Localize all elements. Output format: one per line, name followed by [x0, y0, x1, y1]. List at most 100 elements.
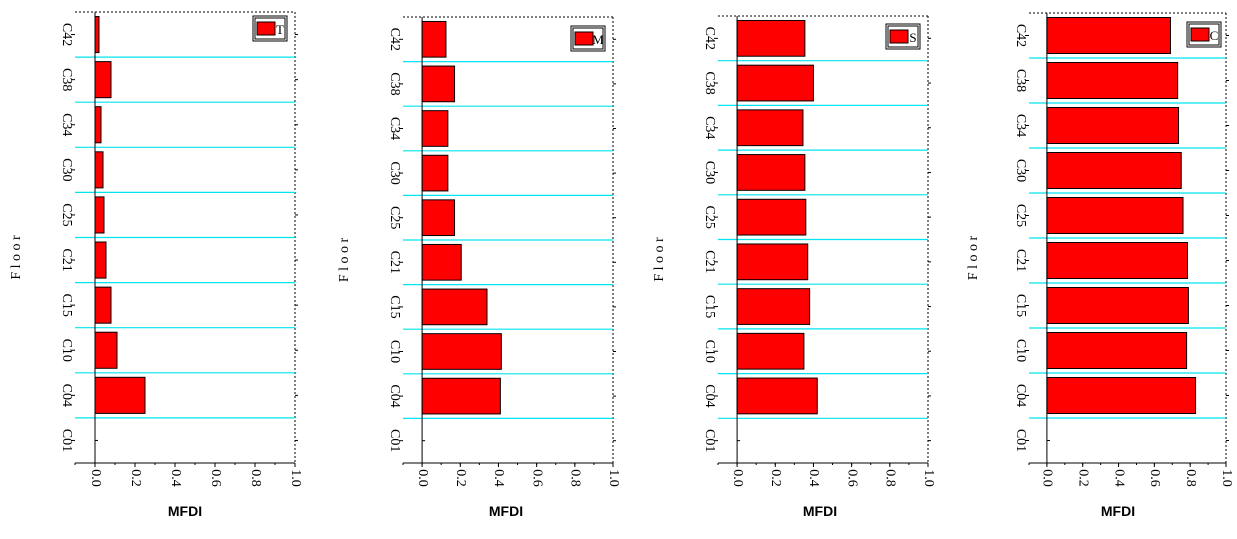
x-tick-label: 0.6 — [529, 469, 544, 487]
legend: S — [885, 23, 921, 50]
bar-C38 — [421, 65, 456, 103]
y-tick-label-C10: C10 — [59, 339, 74, 362]
legend-label: S — [909, 30, 916, 45]
x-axis-title: MFDI — [803, 503, 837, 519]
bar-C10 — [1046, 332, 1188, 369]
y-tick-label-C15: C15 — [387, 295, 402, 318]
y-tick-label-C04: C04 — [702, 384, 717, 407]
y-axis-title: F l o o r — [652, 237, 667, 282]
y-tick-label-C10: C10 — [1013, 339, 1028, 362]
x-tick-label: 1.0 — [1219, 469, 1234, 487]
y-tick-label-C30: C30 — [702, 161, 717, 184]
chart-panel-1: C01 C04 C10 C15 C21 C25 C30 C34 C38 C42 0.0 0.2 0.4 0… — [9, 11, 303, 519]
x-axis-title: MFDI — [1101, 503, 1135, 519]
bar-C34 — [1046, 107, 1180, 144]
bar-C42 — [736, 19, 806, 57]
bar-C30 — [94, 151, 104, 189]
bar-C04 — [421, 377, 501, 415]
x-tick-label: 0.6 — [208, 469, 223, 487]
bar-C21 — [94, 241, 107, 279]
legend-box-inner — [254, 17, 286, 40]
bar-C10 — [421, 333, 502, 370]
x-tick-label: 0.0 — [415, 469, 430, 487]
legend-label: C — [1210, 28, 1219, 43]
y-tick-label-C15: C15 — [59, 293, 74, 316]
y-tick-label-C25: C25 — [59, 203, 74, 226]
y-tick-label-C38: C38 — [59, 68, 74, 91]
y-tick-label-C34: C34 — [702, 116, 717, 139]
bar-C25 — [421, 199, 456, 237]
x-tick-label: 0.2 — [1076, 469, 1091, 487]
bar-C21 — [421, 243, 462, 281]
bar-C15 — [736, 288, 811, 325]
y-tick-label-C34: C34 — [387, 117, 402, 140]
bar-C25 — [94, 196, 105, 234]
x-tick-label: 0.8 — [248, 469, 263, 487]
y-tick-label-C21: C21 — [387, 251, 402, 274]
y-tick-label-C38: C38 — [1013, 69, 1028, 92]
bar-C42 — [421, 20, 447, 58]
y-tick-label-C15: C15 — [702, 295, 717, 318]
bar-C38 — [736, 64, 814, 102]
y-tick-label-C25: C25 — [702, 205, 717, 228]
legend-label: T — [276, 22, 284, 37]
chart-panel-4: C01 C04 C10 C15 C21 C25 C30 C34 C38 C42 0.0 0.2 0.4 0… — [966, 12, 1234, 519]
y-tick-label-C30: C30 — [1013, 159, 1028, 182]
y-tick-label-C21: C21 — [1013, 249, 1028, 272]
y-tick-label-C04: C04 — [59, 384, 74, 407]
y-tick-label-C38: C38 — [702, 71, 717, 94]
x-tick-label: 1.0 — [606, 469, 621, 487]
bar-C04 — [736, 377, 818, 415]
bar-C42 — [94, 16, 100, 54]
y-tick-label-C25: C25 — [387, 206, 402, 229]
bar-C15 — [94, 286, 112, 324]
x-tick-label: 0.2 — [128, 469, 143, 487]
y-tick-label-C30: C30 — [387, 161, 402, 184]
x-tick-label: 0.0 — [1040, 469, 1055, 487]
legend: M — [570, 25, 606, 52]
legend-swatch — [1190, 27, 1210, 42]
x-axis-title: MFDI — [489, 503, 523, 519]
y-tick-label-C25: C25 — [1013, 204, 1028, 227]
bar-C25 — [736, 198, 807, 236]
y-tick-label-C42: C42 — [387, 28, 402, 51]
y-tick-label-C01: C01 — [387, 429, 402, 452]
x-tick-label: 0.8 — [568, 469, 583, 487]
y-axis-title: F l o o r — [337, 237, 352, 282]
bar-C38 — [94, 61, 112, 99]
bar-C15 — [1046, 287, 1189, 324]
x-tick-label: 0.0 — [88, 469, 103, 487]
bar-C15 — [421, 288, 488, 326]
x-tick-label: 0.8 — [883, 469, 898, 487]
y-tick-label-C10: C10 — [387, 340, 402, 363]
x-axis-title: MFDI — [168, 503, 202, 519]
bar-C34 — [94, 106, 102, 144]
bar-C04 — [94, 376, 146, 414]
bar-C30 — [736, 154, 806, 191]
bar-C30 — [421, 154, 449, 192]
legend-label: M — [592, 32, 604, 47]
x-tick-label: 0.2 — [453, 469, 468, 487]
y-tick-label-C42: C42 — [1013, 24, 1028, 47]
x-tick-label: 0.6 — [1147, 469, 1162, 487]
y-tick-label-C01: C01 — [59, 429, 74, 452]
y-tick-label-C38: C38 — [387, 72, 402, 95]
x-tick-label: 0.6 — [844, 469, 859, 487]
y-tick-label-C42: C42 — [59, 23, 74, 46]
legend-swatch — [889, 29, 909, 44]
legend-swatch — [574, 31, 594, 46]
y-tick-label-C21: C21 — [59, 248, 74, 271]
x-tick-label: 0.8 — [1183, 469, 1198, 487]
y-tick-label-C30: C30 — [59, 158, 74, 181]
x-tick-label: 1.0 — [288, 469, 303, 487]
bar-C34 — [421, 110, 449, 147]
y-tick-label-C21: C21 — [702, 250, 717, 273]
legend: C — [1186, 21, 1222, 48]
bar-C38 — [1046, 62, 1179, 99]
y-axis-title: F l o o r — [966, 235, 981, 280]
x-tick-label: 0.4 — [1111, 469, 1126, 487]
y-tick-label-C10: C10 — [702, 340, 717, 363]
legend: T — [252, 15, 288, 42]
